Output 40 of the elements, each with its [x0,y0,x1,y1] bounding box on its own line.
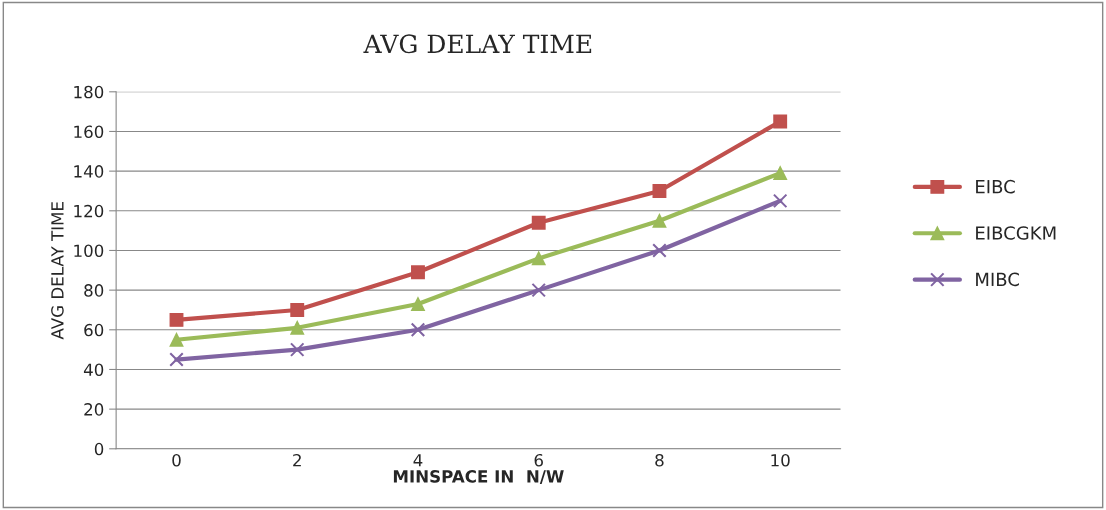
point [290,320,305,335]
point [652,184,667,198]
point [290,303,305,317]
y-tick-label: 60 [84,323,104,337]
y-tick-label: 160 [74,125,104,139]
point [531,251,546,266]
y-tick-label: 180 [74,85,104,99]
y-tick-label: 100 [74,244,104,258]
y-tick-label: 40 [83,363,104,377]
x-tick-label: 8 [655,453,664,467]
x-tick-label: 4 [413,454,423,467]
y-tick-label: 80 [84,284,104,297]
y-tick-label: 0 [94,442,104,456]
point [169,332,184,347]
y-axis-title: AVG DELAY TIME [51,202,64,340]
point [531,282,546,298]
point [773,114,788,129]
x-tick-label: 2 [293,453,301,467]
x-tick-label: 10 [771,453,790,467]
y-tick-label: 120 [74,204,104,218]
x-axis-title: MINSPACE IN N/W [393,470,564,484]
point [772,193,788,209]
legend-label: EIBCGKM [976,226,1056,240]
point [410,322,426,338]
point [169,352,184,367]
chart-title: AVG DELAY TIME [363,34,592,54]
point [773,166,788,181]
y-tick-label: 140 [74,165,104,178]
point [169,312,184,327]
point [411,297,425,311]
point [289,342,305,357]
point [411,265,425,280]
point [652,213,667,228]
legend-label: MIBC [976,272,1019,287]
x-tick-label: 6 [534,453,543,467]
y-tick-label: 20 [84,403,104,416]
x-tick-label: 0 [172,453,181,467]
point [652,243,667,258]
point [531,215,546,230]
legend-label: EIBC [976,179,1015,194]
